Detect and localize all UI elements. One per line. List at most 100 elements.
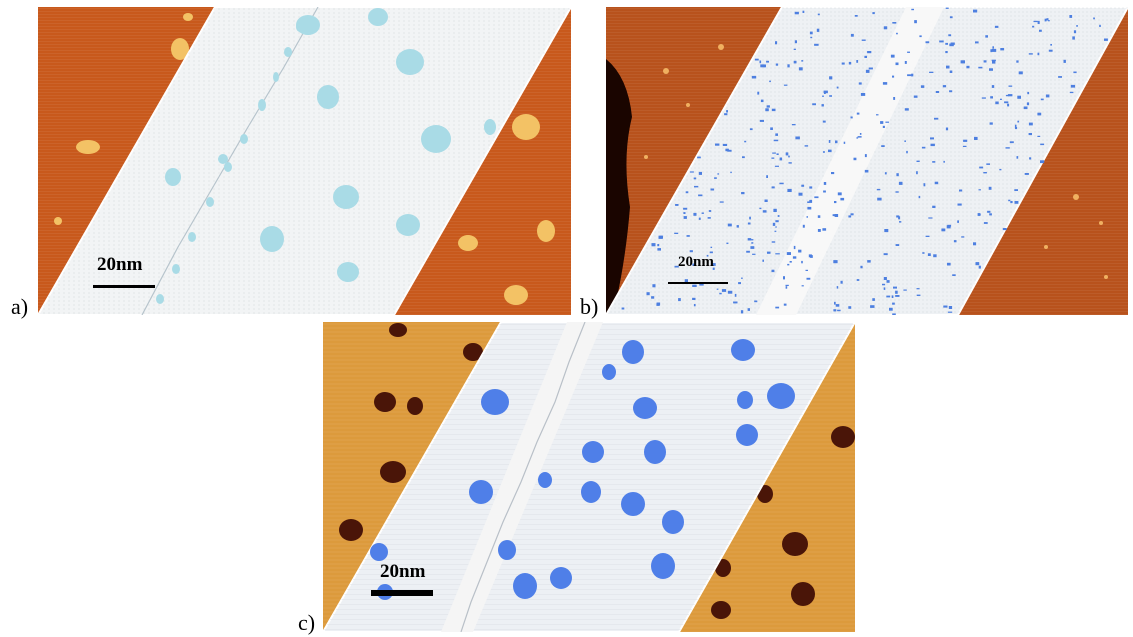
island-speckle <box>978 265 981 269</box>
island-speckle <box>929 71 934 73</box>
island-speckle <box>793 245 796 250</box>
island-speckle <box>932 205 936 208</box>
island-speckle <box>721 289 727 292</box>
island-speckle <box>880 121 884 124</box>
island-speckle <box>983 60 987 63</box>
island-speckle <box>683 212 686 214</box>
island-speckle <box>719 292 722 295</box>
island-speckle <box>883 253 888 256</box>
island-speckle <box>987 210 991 213</box>
island-speckle <box>795 136 800 140</box>
island-speckle <box>747 308 750 311</box>
island-speckle <box>1017 120 1020 123</box>
island-speckle <box>754 300 758 303</box>
island-speckle <box>935 91 940 93</box>
island-speckle <box>1040 143 1045 146</box>
island-speckle <box>678 298 681 302</box>
island-speckle <box>995 101 999 105</box>
island-speckle <box>711 263 716 266</box>
island-speckle <box>884 172 887 175</box>
island-speckle <box>771 241 776 243</box>
island-speckle <box>708 210 712 212</box>
island-speckle <box>749 216 751 220</box>
island-speckle <box>771 157 775 159</box>
step-band <box>441 322 603 632</box>
island-speckle <box>744 140 747 143</box>
island-speckle <box>975 41 979 44</box>
island-speckle <box>766 105 770 108</box>
island-speckle <box>1063 59 1066 63</box>
island-speckle <box>857 136 862 138</box>
island-speckle <box>835 304 840 307</box>
island-speckle <box>651 243 656 247</box>
island-speckle <box>792 256 797 259</box>
island-speckle <box>749 128 753 131</box>
island-speckle <box>783 303 787 306</box>
island-speckle <box>942 85 947 88</box>
island-speckle <box>822 228 827 231</box>
island-speckle <box>657 248 661 251</box>
island-speckle <box>757 91 760 95</box>
island-speckle <box>752 253 756 255</box>
island-speckle <box>806 216 808 218</box>
island-speckle <box>1037 52 1040 56</box>
island-speckle <box>775 41 778 45</box>
island-speckle <box>952 274 956 276</box>
island-speckle <box>1008 85 1013 87</box>
island-speckle <box>992 60 996 64</box>
island-speckle <box>882 82 888 85</box>
island-speckle <box>1072 36 1075 40</box>
island-speckle <box>710 246 713 248</box>
stm-image-c <box>323 322 855 632</box>
island-speckle <box>957 203 962 206</box>
island-speckle <box>746 250 750 253</box>
island-speckle <box>868 67 873 70</box>
island-speckle <box>710 188 715 191</box>
island-speckle <box>848 306 852 309</box>
island-speckle <box>911 8 914 11</box>
island-speckle <box>828 140 831 143</box>
island-speckle <box>772 152 776 154</box>
step-edge <box>141 7 319 315</box>
island-speckle <box>727 149 732 152</box>
island-speckle <box>872 12 875 15</box>
island-speckle <box>895 244 900 246</box>
island-speckle <box>989 122 993 125</box>
island-speckle <box>804 145 809 147</box>
island-speckle <box>1007 103 1010 107</box>
island-speckle <box>913 95 918 98</box>
island-speckle <box>841 62 845 65</box>
island-speckle <box>896 173 899 177</box>
island-speckle <box>767 251 771 254</box>
island-speckle <box>770 127 773 130</box>
island-speckle <box>1040 98 1044 101</box>
island-blobs <box>165 8 496 282</box>
island-speckle <box>751 75 757 79</box>
island-speckle <box>1032 25 1035 28</box>
scale-bar-label-b: 20nm <box>678 254 714 270</box>
island-speckle <box>621 307 625 310</box>
island-speckle <box>837 309 841 312</box>
island-speckle <box>974 136 978 140</box>
island-speckle <box>991 59 996 62</box>
island-speckle <box>788 162 792 164</box>
island-speckle <box>945 42 948 45</box>
island-speckle <box>886 295 891 298</box>
island-speckle <box>895 62 899 66</box>
island-speckle <box>773 139 779 142</box>
island-speckle <box>907 51 910 53</box>
island-speckle <box>949 16 953 19</box>
island-speckle <box>927 253 931 256</box>
adsorbate-blobs <box>644 44 1108 279</box>
island-speckle <box>919 35 922 38</box>
island-speckle <box>949 90 953 93</box>
island-speckle <box>762 210 767 213</box>
island-speckle <box>1016 156 1019 159</box>
island-speckle <box>828 149 832 153</box>
island-speckle <box>814 43 819 46</box>
island-speckle <box>1069 91 1074 94</box>
island-speckle <box>950 42 955 45</box>
island-speckle <box>683 216 687 219</box>
island-speckle <box>771 108 776 112</box>
island-speckle <box>706 254 709 257</box>
